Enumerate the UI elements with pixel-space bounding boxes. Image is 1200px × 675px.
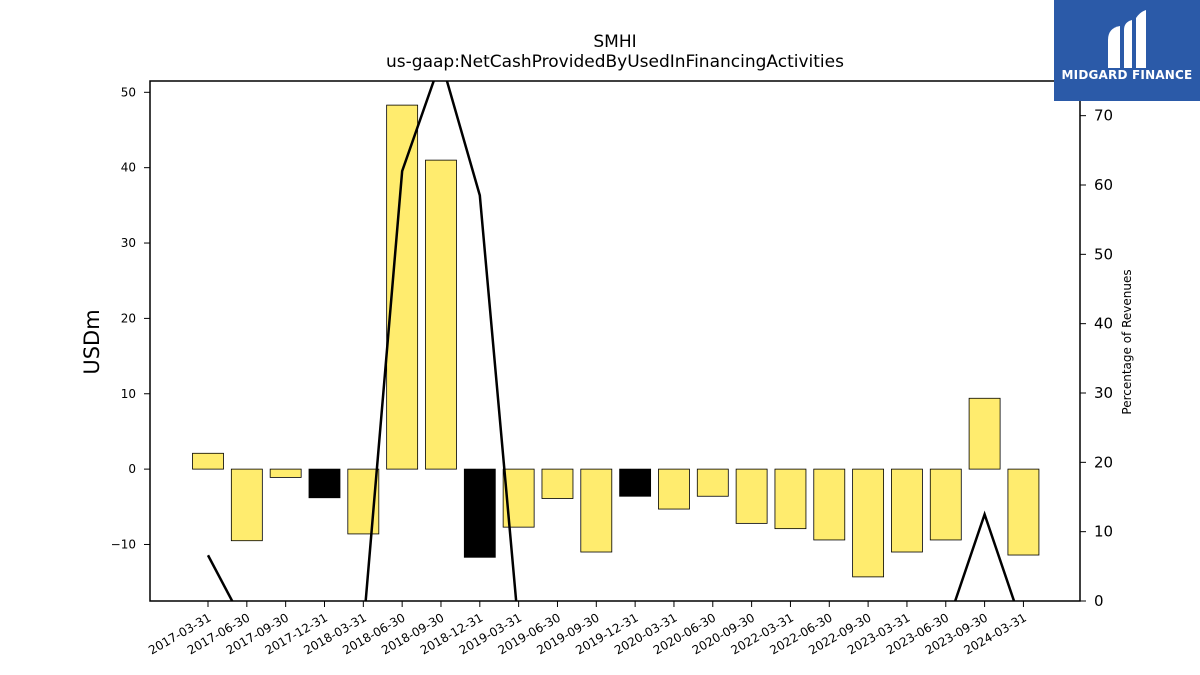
bar-2017-09-30 (269, 468, 302, 478)
bar-2020-03-31 (658, 468, 690, 510)
bar-2019-12-31 (619, 468, 652, 497)
bar-2022-03-31 (774, 468, 807, 530)
y2-tick-label: 30 (1094, 384, 1113, 402)
chart-subtitle: us-gaap:NetCashProvidedByUsedInFinancing… (386, 52, 844, 72)
bar-2019-06-30 (541, 468, 574, 499)
y2-tick-label: 70 (1094, 107, 1113, 125)
bars-group (192, 104, 1040, 578)
logo-text: MIDGARD FINANCE (1061, 68, 1193, 82)
y2-tick-label: 40 (1094, 315, 1113, 333)
y2-tick-label: 50 (1094, 245, 1113, 263)
line-group (206, 81, 1016, 601)
bar-2020-06-30 (696, 468, 729, 497)
bar-2018-12-31 (463, 468, 496, 558)
y2-tick-label: 10 (1094, 523, 1113, 541)
y-tick-label: −10 (111, 537, 136, 551)
bar-2023-03-31 (891, 468, 923, 553)
x-ticks-group: 2017-03-312017-06-302017-09-302017-12-31… (146, 601, 1029, 657)
y-tick-label: 0 (128, 462, 136, 476)
y-tick-label: 20 (121, 311, 136, 325)
y2-ticks-group: 0 10 20 30 40 50 60 70 (1080, 107, 1113, 610)
bar-2017-06-30 (230, 468, 263, 542)
y2-tick-label: 0 (1094, 592, 1104, 610)
chart-title: SMHI (593, 32, 637, 52)
bar-2019-09-30 (580, 468, 613, 553)
y-tick-label: 30 (121, 236, 136, 250)
y-axis-label: USDm (80, 309, 104, 374)
bar-2017-12-31 (308, 468, 341, 499)
y-tick-label: 10 (121, 387, 136, 401)
percentage-line (953, 510, 1016, 601)
bar-2017-03-31 (192, 452, 224, 470)
logo: MIDGARD FINANCE (1054, 0, 1200, 101)
y2-tick-label: 20 (1094, 453, 1113, 471)
y-tick-label: 50 (121, 85, 136, 99)
y-tick-label: 40 (121, 161, 136, 175)
logo-mark-icon (1108, 10, 1146, 68)
y2-axis-label: Percentage of Revenues (1120, 269, 1134, 414)
bar-2020-09-30 (735, 468, 768, 524)
percentage-line (364, 81, 518, 601)
bar-2022-06-30 (813, 468, 846, 541)
percentage-line (206, 554, 234, 601)
bar-2024-03-31 (1007, 468, 1040, 556)
bar-2023-09-30 (968, 397, 1001, 470)
y2-tick-label: 60 (1094, 176, 1113, 194)
bar-2022-09-30 (852, 468, 885, 578)
plot-frame (149, 80, 1081, 602)
bar-2023-06-30 (929, 468, 962, 541)
bar-2018-09-30 (425, 159, 457, 470)
y-ticks-group: −10 0 10 20 30 40 50 (111, 85, 150, 551)
